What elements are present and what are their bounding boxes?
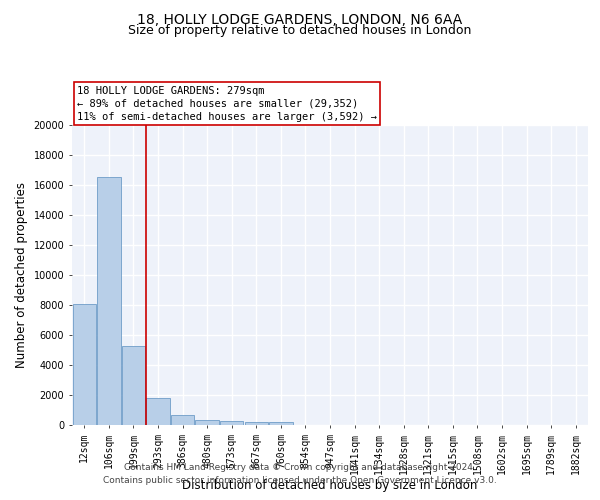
Bar (196, 420, 219, 425)
Bar (146, 398, 170, 425)
Text: Contains public sector information licensed under the Open Government Licence v3: Contains public sector information licen… (103, 476, 497, 485)
Text: Size of property relative to detached houses in London: Size of property relative to detached ho… (128, 24, 472, 37)
Text: 18 HOLLY LODGE GARDENS: 279sqm
← 89% of detached houses are smaller (29,352)
11%: 18 HOLLY LODGE GARDENS: 279sqm ← 89% of … (77, 86, 377, 122)
Bar (171, 414, 194, 425)
Text: 18, HOLLY LODGE GARDENS, LONDON, N6 6AA: 18, HOLLY LODGE GARDENS, LONDON, N6 6AA (137, 12, 463, 26)
Text: Contains HM Land Registry data © Crown copyright and database right 2024.: Contains HM Land Registry data © Crown c… (124, 464, 476, 472)
Bar (73, 304, 96, 425)
Bar (97, 178, 121, 425)
Bar (269, 422, 293, 425)
X-axis label: Distribution of detached houses by size in London: Distribution of detached houses by size … (182, 480, 478, 492)
Bar (122, 346, 145, 425)
Y-axis label: Number of detached properties: Number of detached properties (15, 182, 28, 368)
Bar (245, 422, 268, 425)
Bar (220, 421, 244, 425)
